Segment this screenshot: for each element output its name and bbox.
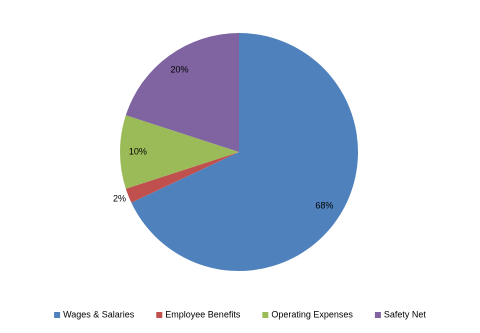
legend-label: Operating Expenses — [271, 309, 353, 319]
pie-slice — [125, 152, 239, 203]
legend: Wages & Salaries Employee Benefits Operati… — [54, 309, 426, 319]
legend-swatch — [54, 312, 61, 318]
legend-swatch — [156, 312, 163, 318]
legend-swatch — [374, 312, 381, 318]
data-label: 68% — [315, 201, 333, 211]
pie-slice — [125, 33, 239, 152]
legend-swatch — [262, 312, 269, 318]
pie-slice — [119, 115, 239, 189]
data-label: 2% — [113, 194, 126, 204]
data-label: 10% — [129, 146, 147, 156]
legend-label: Safety Net — [384, 309, 427, 319]
legend-label: Employee Benefits — [165, 309, 241, 319]
pie-slice — [131, 33, 358, 272]
data-label: 20% — [171, 65, 189, 75]
legend-label: Wages & Salaries — [63, 309, 135, 319]
